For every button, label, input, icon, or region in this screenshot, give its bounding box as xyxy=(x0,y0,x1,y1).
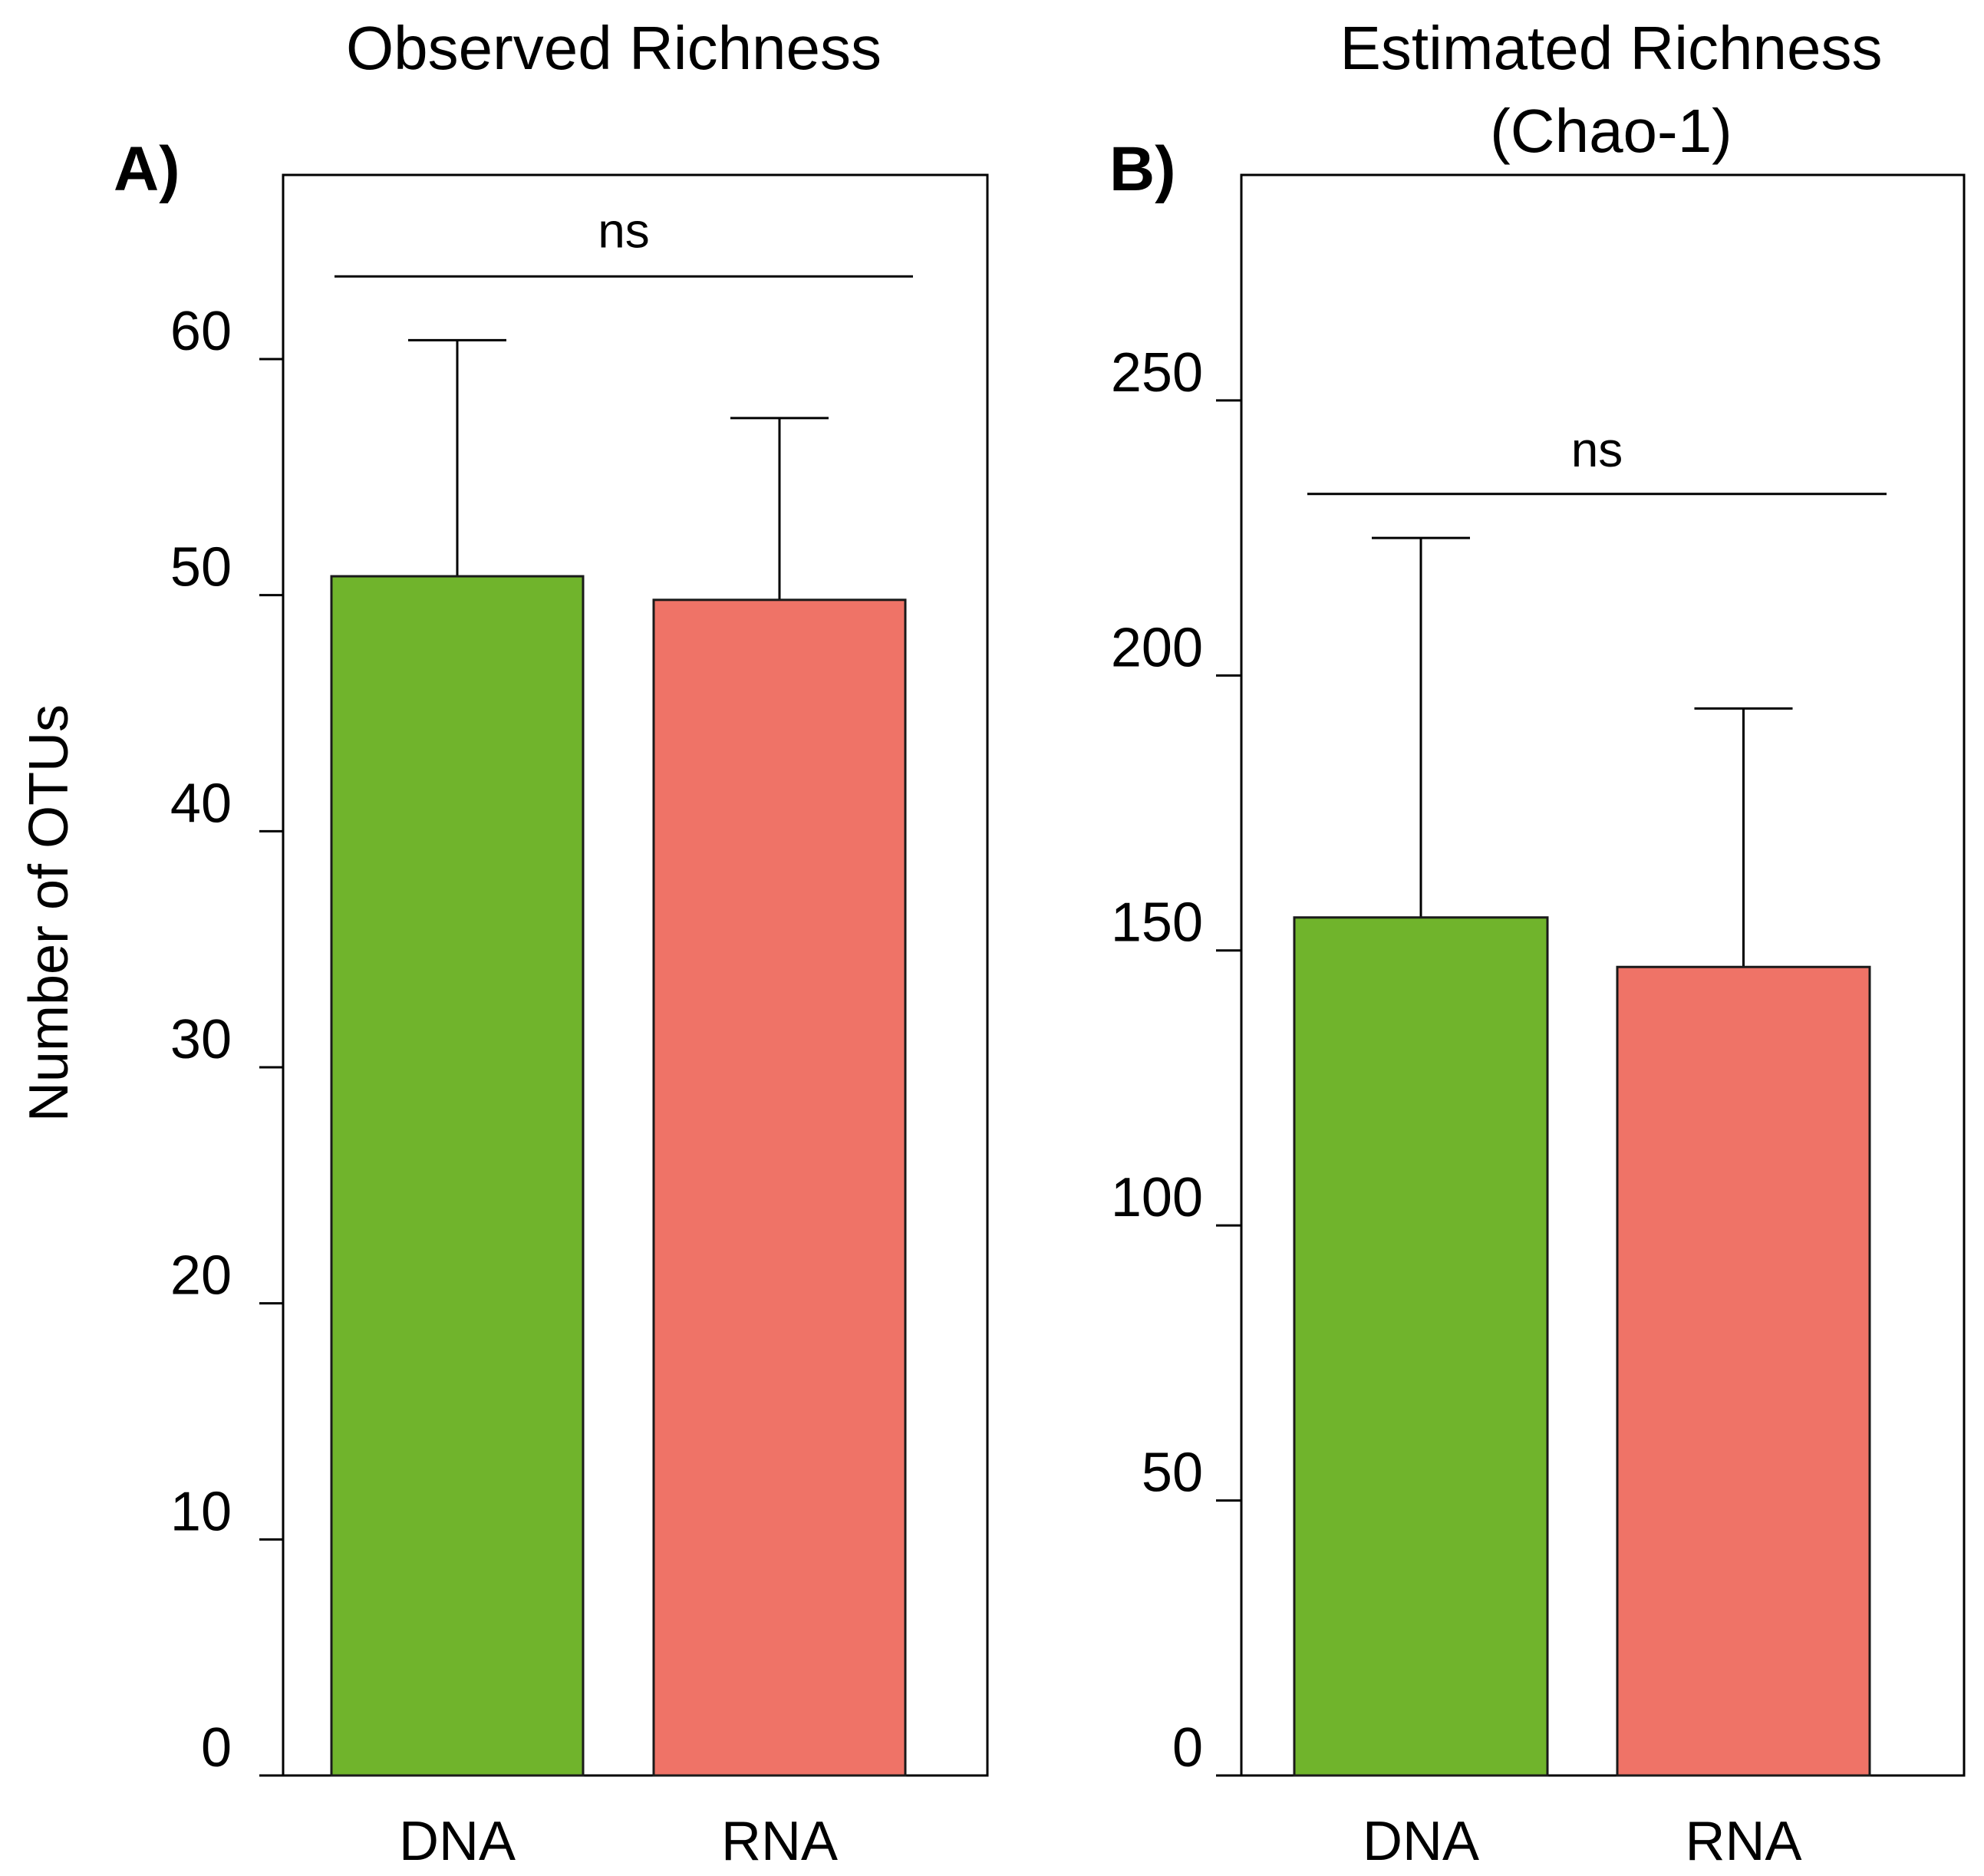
y-tick-label: 40 xyxy=(170,773,232,834)
panel-b-bars xyxy=(1293,916,1871,1777)
y-tick-label: 150 xyxy=(1111,892,1203,954)
y-tick-label: 100 xyxy=(1111,1167,1203,1228)
y-tick-label: 50 xyxy=(170,537,232,598)
panel-b-title-line-2: (Chao-1) xyxy=(1490,97,1732,165)
significance-label: ns xyxy=(1571,422,1623,477)
panel-a-letter: A) xyxy=(114,134,180,204)
x-category-label: RNA xyxy=(721,1811,838,1872)
y-tick-label: 200 xyxy=(1111,617,1203,678)
panel-a: Observed Richness A) Number of OTUs 0 10 2… xyxy=(18,14,989,1872)
panel-a-error-bars xyxy=(408,338,829,600)
significance-label: ns xyxy=(598,203,650,258)
y-tick-label: 50 xyxy=(1142,1442,1203,1504)
y-tick-label: 10 xyxy=(170,1481,232,1542)
bar-rna xyxy=(1616,965,1871,1777)
y-tick-label: 0 xyxy=(1172,1717,1203,1779)
x-category-label: RNA xyxy=(1685,1811,1801,1872)
panel-a-categories: DNA RNA xyxy=(399,1811,838,1872)
panel-a-title: Observed Richness xyxy=(346,14,882,82)
bar-dna xyxy=(330,575,585,1777)
panel-b-categories: DNA RNA xyxy=(1363,1811,1802,1872)
bar-rna xyxy=(652,598,907,1777)
panel-b: Estimated Richness (Chao-1) B) 0 50 100 150… xyxy=(1109,14,1966,1872)
panel-b-y-ticks: 0 50 100 150 200 250 xyxy=(1111,175,1243,1779)
y-axis-label: Number of OTUs xyxy=(18,704,80,1122)
bar-dna xyxy=(1293,916,1549,1777)
panel-b-letter: B) xyxy=(1109,134,1176,204)
panel-b-error-bars xyxy=(1372,536,1793,968)
panel-b-title-line-1: Estimated Richness xyxy=(1340,14,1883,82)
panel-b-significance: ns xyxy=(1307,422,1887,496)
y-tick-label: 0 xyxy=(201,1717,232,1779)
panel-a-significance: ns xyxy=(335,203,913,278)
panel-a-bars xyxy=(330,575,907,1777)
y-tick-label: 20 xyxy=(170,1245,232,1307)
x-category-label: DNA xyxy=(399,1811,516,1872)
x-category-label: DNA xyxy=(1363,1811,1479,1872)
y-tick-label: 60 xyxy=(170,301,232,362)
y-tick-label: 30 xyxy=(170,1009,232,1070)
panel-a-y-ticks: 0 10 20 30 40 50 60 xyxy=(170,175,285,1779)
y-tick-label: 250 xyxy=(1111,342,1203,404)
